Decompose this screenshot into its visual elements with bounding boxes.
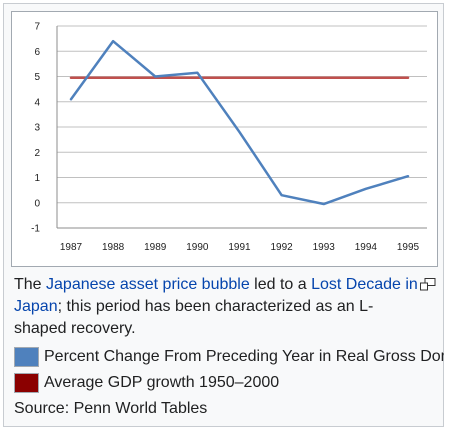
x-tick-label: 1990 [186, 242, 209, 253]
enlarge-icon[interactable] [420, 278, 436, 291]
figure-caption: The Japanese asset price bubble led to a… [14, 274, 419, 340]
y-tick-label: 1 [34, 173, 40, 184]
y-tick-label: 4 [34, 97, 40, 108]
x-tick-label: 1989 [144, 242, 167, 253]
x-tick-label: 1995 [397, 242, 420, 253]
x-tick-label: 1987 [60, 242, 83, 253]
caption-text-2: led to a [249, 276, 312, 293]
chart-frame: -1 0 1 2 3 4 5 6 7 1987 1988 1989 1990 1991 1992 1993 19… [11, 11, 438, 267]
y-tick-label: 6 [34, 47, 40, 58]
link-japanese-asset-price-bubble[interactable]: Japanese asset price bubble [46, 276, 250, 293]
legend-item-average-growth: Average GDP growth 1950–2000 [14, 372, 279, 394]
y-tick-label: 7 [34, 22, 40, 33]
legend-swatch-red [14, 372, 39, 393]
figure-thumbnail: -1 0 1 2 3 4 5 6 7 1987 1988 1989 1990 1991 1992 1993 19… [3, 3, 444, 427]
y-tick-label: -1 [31, 224, 40, 235]
x-tick-label: 1988 [102, 242, 125, 253]
x-tick-label: 1992 [271, 242, 294, 253]
caption-text-3: ; this period has been characterized as … [14, 298, 374, 337]
y-tick-label: 0 [34, 198, 40, 209]
x-tick-label: 1994 [355, 242, 378, 253]
legend-swatch-blue [14, 346, 39, 367]
x-tick-label: 1991 [228, 242, 251, 253]
x-tick-label: 1993 [313, 242, 336, 253]
caption-text-1: The [14, 276, 47, 293]
y-tick-label: 3 [34, 123, 40, 134]
gdp-line-chart: -1 0 1 2 3 4 5 6 7 1987 1988 1989 1990 1991 1992 1993 19… [31, 22, 427, 253]
series-line-gdp-change [69, 39, 410, 206]
y-tick-label: 5 [34, 72, 40, 83]
y-tick-label: 2 [34, 148, 40, 159]
link-lost-decade[interactable]: Lost Decade in Japan [14, 276, 418, 315]
source-note: Source: Penn World Tables [14, 400, 208, 417]
legend-label-gdp-change: Percent Change From Preceding Year in Re… [44, 348, 444, 365]
legend-item-gdp-change: Percent Change From Preceding Year in Re… [14, 346, 444, 368]
legend-label-average-growth: Average GDP growth 1950–2000 [44, 374, 280, 391]
